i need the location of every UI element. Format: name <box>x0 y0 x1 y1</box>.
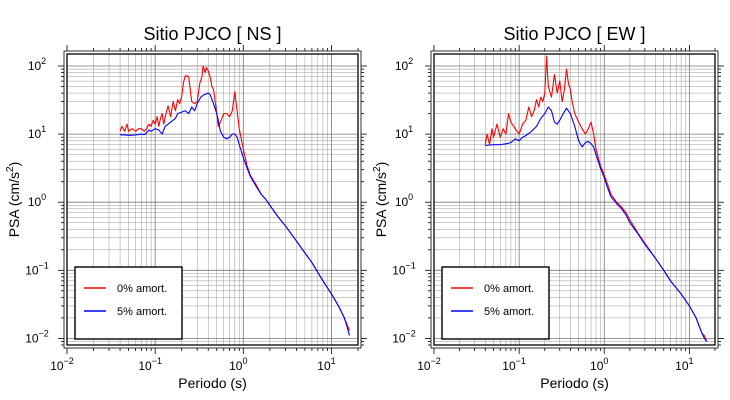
x-tick-base: 10 <box>317 359 331 373</box>
legend-box <box>74 266 183 340</box>
x-tick-exponent: −1 <box>152 356 162 366</box>
x-tick-label: 101 <box>675 356 693 373</box>
y-tick-label: 10−2 <box>25 328 49 345</box>
plot-frame-outer <box>430 50 719 349</box>
x-tick-base: 10 <box>502 359 516 373</box>
y-tick-base: 10 <box>25 263 39 277</box>
x-tick-label: 10−1 <box>502 356 526 373</box>
series-line-damped <box>120 92 350 336</box>
ticks <box>58 45 367 354</box>
y-tick-exponent: 2 <box>408 56 413 66</box>
y-tick-exponent: −2 <box>406 328 416 338</box>
series-line-damped <box>485 106 708 342</box>
series-line-undamped <box>484 55 708 342</box>
y-tick-exponent: 0 <box>408 192 413 202</box>
y-tick-label: 101 <box>28 124 46 141</box>
x-tick-label: 100 <box>590 356 608 373</box>
x-axis-label: Periodo (s) <box>178 375 246 391</box>
x-tick-label: 10−1 <box>138 356 162 373</box>
x-tick-exponent: 0 <box>242 356 247 366</box>
y-tick-exponent: −1 <box>406 260 416 270</box>
y-tick-label: 102 <box>395 56 413 73</box>
x-tick-label: 10−2 <box>417 356 441 373</box>
x-tick-base: 10 <box>138 359 152 373</box>
legend-label: 5% amort. <box>484 306 534 318</box>
y-tick-label: 10−2 <box>392 328 416 345</box>
x-tick-base: 10 <box>229 359 243 373</box>
x-tick-exponent: −1 <box>516 356 526 366</box>
y-tick-exponent: −2 <box>39 328 49 338</box>
y-tick-label: 100 <box>28 192 46 209</box>
y-axis-label-superscript: 2 <box>5 166 16 172</box>
x-tick-base: 10 <box>417 359 431 373</box>
x-tick-label: 10−2 <box>50 356 74 373</box>
x-tick-base: 10 <box>50 359 64 373</box>
plot-frame <box>66 53 359 346</box>
y-axis-label-main: PSA (cm/s <box>373 172 389 237</box>
y-tick-label: 10−1 <box>25 260 49 277</box>
y-tick-base: 10 <box>392 331 406 345</box>
chart-title: Sitio PJCO [ NS ] <box>143 24 281 44</box>
x-tick-exponent: 1 <box>331 356 336 366</box>
y-tick-label: 10−1 <box>392 260 416 277</box>
x-tick-base: 10 <box>590 359 604 373</box>
x-tick-label: 100 <box>229 356 247 373</box>
legend-box <box>441 266 550 340</box>
y-tick-base: 10 <box>395 127 409 141</box>
x-axis-label: Periodo (s) <box>540 375 608 391</box>
legend-label: 0% amort. <box>117 283 167 295</box>
legend-label: 0% amort. <box>484 283 534 295</box>
y-axis-label-superscript: 2 <box>372 166 383 172</box>
y-axis-label-tail: ) <box>373 162 389 167</box>
plot-frame <box>433 53 716 346</box>
y-axis-label-main: PSA (cm/s <box>6 172 22 237</box>
y-tick-base: 10 <box>392 263 406 277</box>
y-tick-base: 10 <box>395 195 409 209</box>
y-tick-exponent: 0 <box>41 192 46 202</box>
y-tick-base: 10 <box>28 127 42 141</box>
y-tick-base: 10 <box>28 195 42 209</box>
y-axis-label-tail: ) <box>6 162 22 167</box>
y-axis-label: PSA (cm/s2) <box>372 162 389 238</box>
legend-label: 5% amort. <box>117 306 167 318</box>
x-tick-label: 101 <box>317 356 335 373</box>
y-tick-label: 101 <box>395 124 413 141</box>
y-tick-exponent: 2 <box>41 56 46 66</box>
y-tick-exponent: 1 <box>408 124 413 134</box>
legend: 0% amort. 5% amort. <box>74 266 183 340</box>
y-tick-base: 10 <box>395 59 409 73</box>
y-tick-label: 100 <box>395 192 413 209</box>
x-tick-base: 10 <box>675 359 689 373</box>
y-tick-exponent: 1 <box>41 124 46 134</box>
y-tick-base: 10 <box>25 331 39 345</box>
y-tick-base: 10 <box>28 59 42 73</box>
y-tick-label: 102 <box>28 56 46 73</box>
legend: 0% amort. 5% amort. <box>441 266 550 340</box>
chart-title: Sitio PJCO [ EW ] <box>503 24 645 44</box>
y-axis-label: PSA (cm/s2) <box>5 162 22 238</box>
x-tick-exponent: −2 <box>431 356 441 366</box>
plot-frame-outer <box>63 50 362 349</box>
ticks <box>425 45 724 354</box>
x-tick-exponent: −2 <box>64 356 74 366</box>
x-tick-exponent: 1 <box>689 356 694 366</box>
y-tick-exponent: −1 <box>39 260 49 270</box>
x-tick-exponent: 0 <box>603 356 608 366</box>
